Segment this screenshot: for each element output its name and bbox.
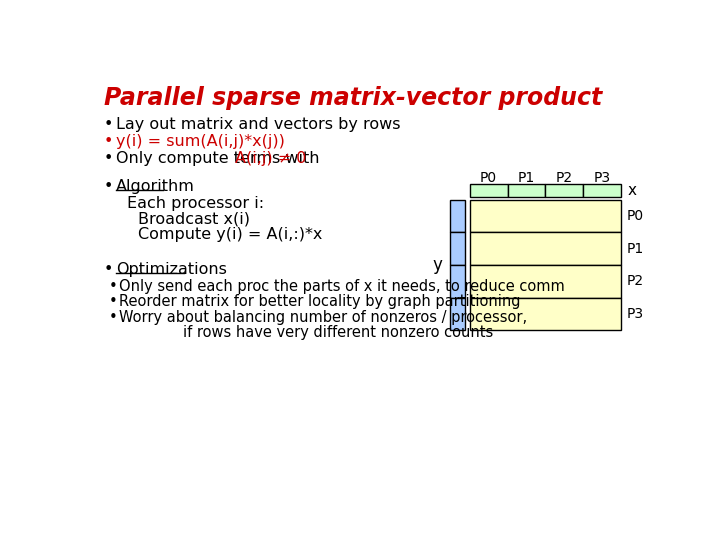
Bar — [545, 184, 583, 197]
Bar — [449, 200, 465, 232]
Text: x: x — [627, 183, 636, 198]
Bar — [449, 232, 465, 265]
Text: Only send each proc the parts of x it needs, to reduce comm: Only send each proc the parts of x it ne… — [120, 279, 565, 294]
Text: •: • — [104, 134, 113, 149]
Text: Lay out matrix and vectors by rows: Lay out matrix and vectors by rows — [117, 117, 401, 132]
Bar — [469, 298, 621, 330]
Bar — [583, 184, 621, 197]
Text: Compute y(i) = A(i,:)*x: Compute y(i) = A(i,:)*x — [138, 226, 323, 241]
Text: P1: P1 — [627, 241, 644, 255]
Text: P0: P0 — [480, 171, 498, 185]
Text: •: • — [104, 179, 113, 194]
Text: if rows have very different nonzero counts: if rows have very different nonzero coun… — [183, 325, 493, 340]
Text: Worry about balancing number of nonzeros / processor,: Worry about balancing number of nonzeros… — [120, 309, 528, 325]
Bar — [508, 184, 545, 197]
Text: Algorithm: Algorithm — [117, 179, 195, 194]
Text: Each processor i:: Each processor i: — [127, 195, 264, 211]
Text: Only compute terms with: Only compute terms with — [117, 151, 325, 166]
Bar — [449, 298, 465, 330]
Bar — [469, 184, 508, 197]
Text: Broadcast x(i): Broadcast x(i) — [138, 211, 250, 226]
Text: •: • — [104, 151, 113, 166]
Text: A(i,j) ≠ 0: A(i,j) ≠ 0 — [235, 151, 307, 166]
Text: P2: P2 — [556, 171, 573, 185]
Text: P2: P2 — [627, 274, 644, 288]
Text: Parallel sparse matrix-vector product: Parallel sparse matrix-vector product — [104, 86, 602, 110]
Text: P0: P0 — [627, 209, 644, 223]
Text: P3: P3 — [593, 171, 611, 185]
Text: P1: P1 — [518, 171, 535, 185]
Text: Optimizations: Optimizations — [117, 262, 228, 277]
Text: y(i) = sum(A(i,j)*x(j)): y(i) = sum(A(i,j)*x(j)) — [117, 134, 285, 149]
Bar — [449, 265, 465, 298]
Text: •: • — [109, 279, 117, 294]
Text: •: • — [109, 294, 117, 309]
Bar — [469, 265, 621, 298]
Text: •: • — [104, 262, 113, 277]
Text: •: • — [109, 309, 117, 325]
Bar — [469, 232, 621, 265]
Bar — [469, 200, 621, 232]
Text: •: • — [104, 117, 113, 132]
Text: P3: P3 — [627, 307, 644, 321]
Text: Reorder matrix for better locality by graph partitioning: Reorder matrix for better locality by gr… — [120, 294, 521, 309]
Text: y: y — [432, 256, 442, 274]
